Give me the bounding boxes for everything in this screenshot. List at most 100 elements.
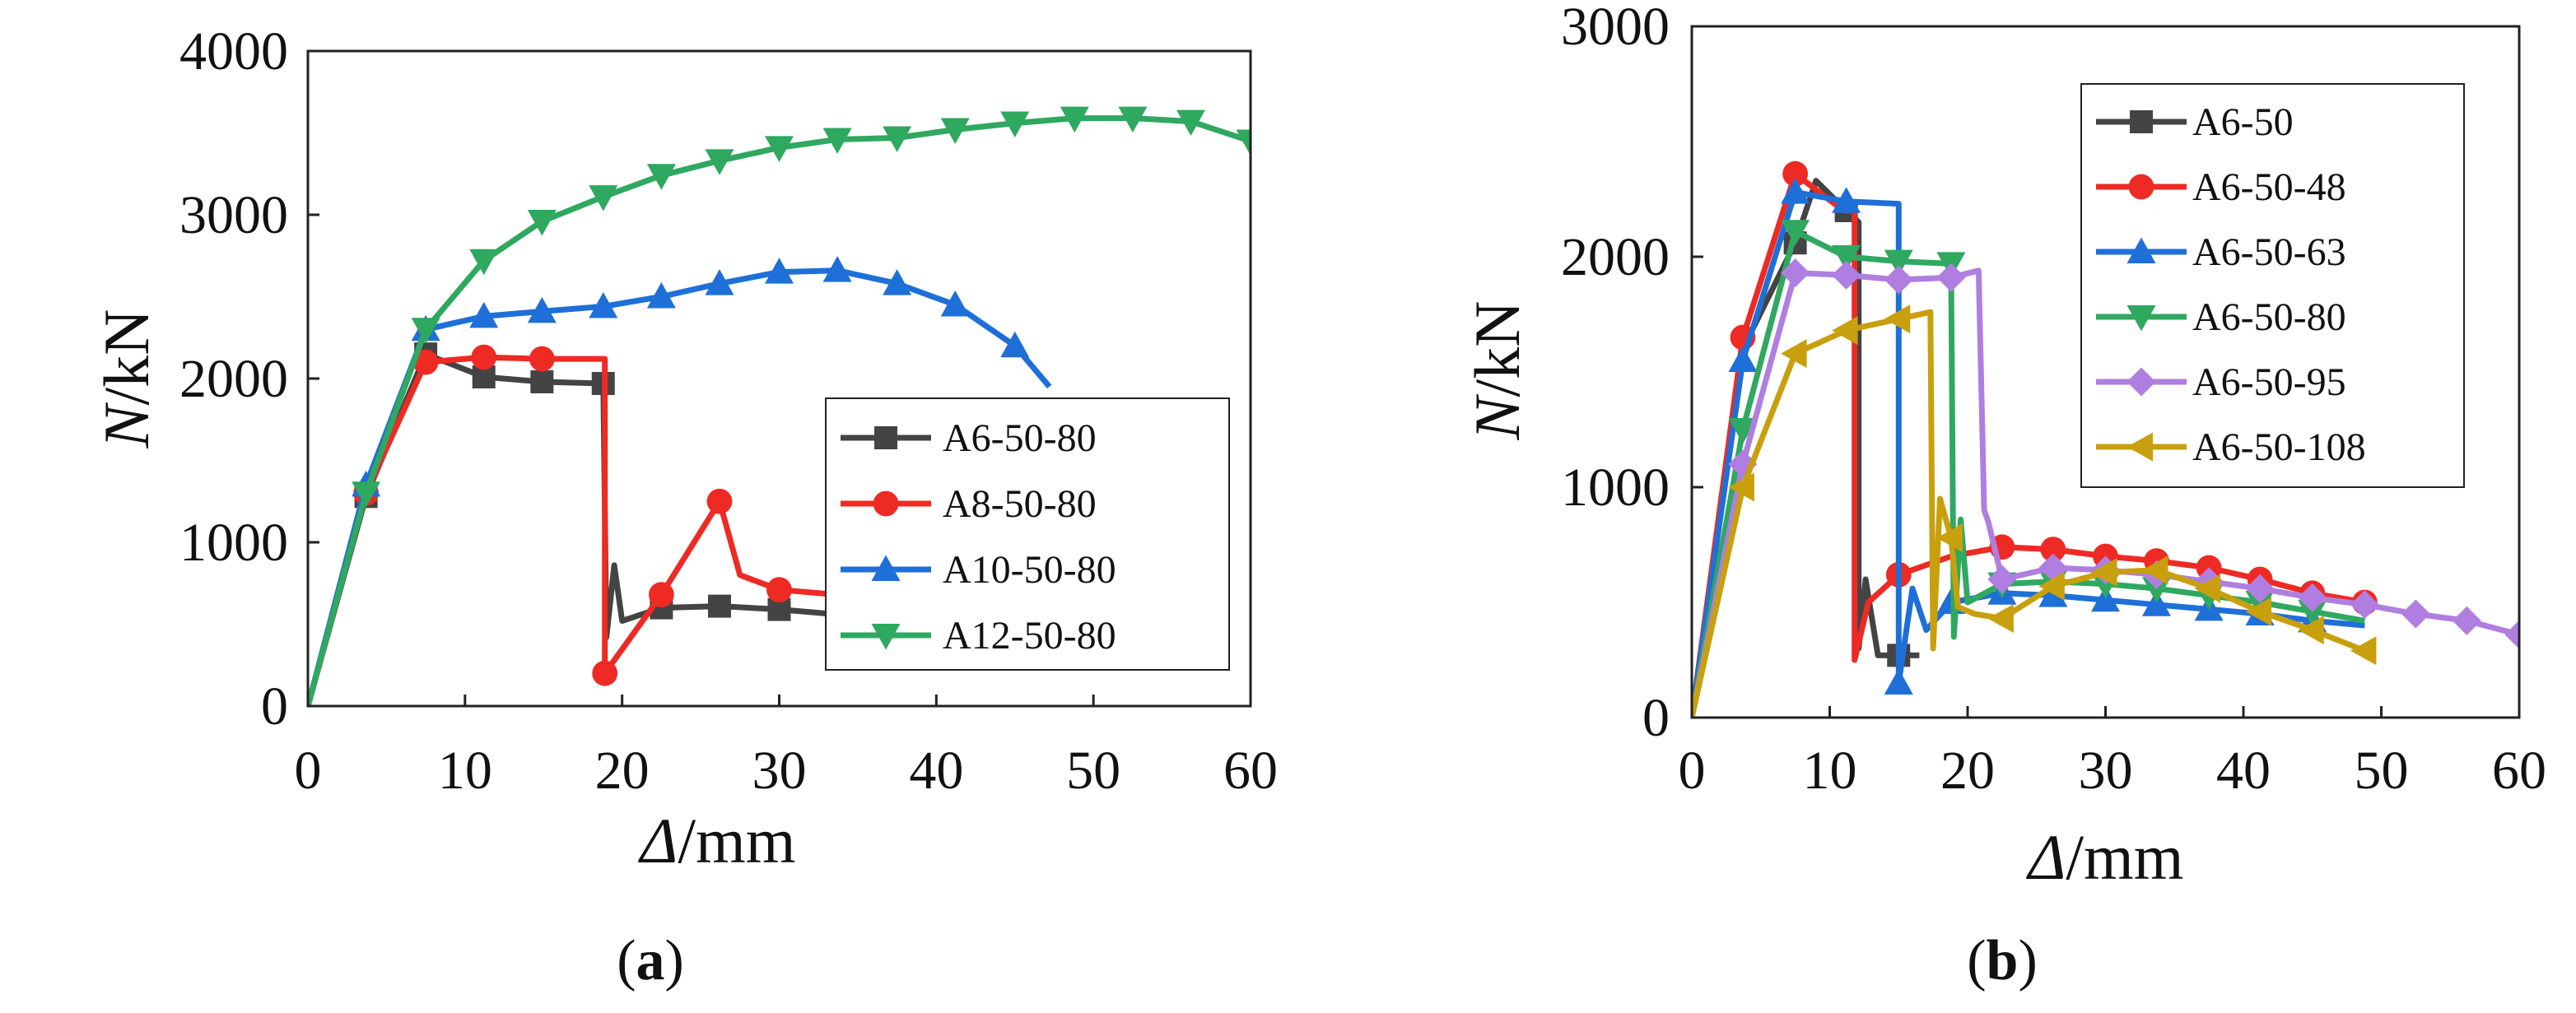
- chart-b-caption-open: (: [1967, 929, 1986, 992]
- data-point-a6-50-108: [2038, 571, 2065, 601]
- data-point-a12-50-80: [411, 318, 440, 344]
- data-point-a6-50-108: [1728, 472, 1754, 502]
- chart-b-y-tick-label: 2000: [1561, 227, 1670, 287]
- chart-b-caption-letter: b: [1987, 929, 2019, 992]
- chart-a-legend: A6-50-80 A8-50-80 A10-50-80 A12-50-80: [825, 397, 1230, 671]
- legend-label-a6-50-63: A6-50-63: [2192, 230, 2346, 274]
- chart-b-ticks: 0 10 20 30 40 50 60 0 1000 2000 3000: [1561, 0, 2546, 801]
- data-point-a6-50-48: [1782, 160, 1809, 187]
- data-point-a6-50-95: [2452, 606, 2481, 635]
- data-point-a12-50-80: [705, 149, 734, 175]
- chart-b-y-label-italic: N: [1461, 394, 1533, 441]
- data-point-a8-50-80: [766, 577, 792, 603]
- data-point-a6-50-95: [1936, 263, 1966, 292]
- data-point-a8-50-80: [592, 660, 618, 686]
- legend-marker-a6-50-48: [2128, 174, 2154, 200]
- chart-a-x-tick-label: 0: [295, 741, 322, 801]
- data-point-a6-50-95: [2504, 620, 2519, 649]
- data-point-a6-50-95: [1884, 265, 1913, 295]
- legend-label-a12-50-80: A12-50-80: [943, 614, 1116, 658]
- chart-a-x-axis-label: Δ/mm: [638, 805, 796, 876]
- chart-a-y-tick-label: 4000: [179, 21, 288, 81]
- chart-b-legend-items: A6-50 A6-50-48 A6-50-63 A6-50-80 A6-50-95 A6-…: [2096, 100, 2366, 469]
- chart-b-y-axis-label: N/kN: [1461, 300, 1533, 440]
- data-point-a6-50-63: [1781, 178, 1810, 204]
- legend-label-a6-50-108: A6-50-108: [2192, 425, 2366, 469]
- chart-a-x-tick-label: 40: [909, 741, 963, 801]
- data-point-a6-50-80: [1884, 249, 1913, 276]
- data-point-a8-50-80: [706, 488, 733, 514]
- legend-label-a10-50-80: A10-50-80: [943, 548, 1116, 592]
- chart-b-legend-box: [2080, 83, 2465, 488]
- data-point-a8-50-80: [471, 344, 497, 370]
- data-point-a10-50-80: [822, 256, 852, 282]
- data-point-a6-50-108: [1987, 604, 2014, 634]
- chart-b: 0 10 20 30 40 50 60 0 1000 2000 3000 N/kN Δ/mm A6-…: [1461, 0, 2546, 992]
- data-point-a10-50-80: [527, 296, 557, 323]
- chart-b-caption: (b): [1967, 929, 2038, 992]
- data-point-a6-50-80: [2298, 600, 2327, 626]
- chart-b-y-label-rest: /kN: [1461, 300, 1533, 397]
- legend-entry-a6-50-80: A6-50-80: [841, 416, 1097, 460]
- chart-a-x-tick-label: 60: [1223, 741, 1278, 801]
- series-a8-50-80: [308, 344, 850, 706]
- chart-b-x-tick-label: 10: [1803, 741, 1857, 801]
- data-point-a6-50-108: [2194, 574, 2221, 603]
- legend-marker-a8-50-80: [873, 490, 899, 517]
- data-point-a12-50-80: [883, 126, 912, 152]
- legend-marker-a6-50: [2130, 110, 2153, 133]
- legend-marker-a6-50-63: [2126, 237, 2156, 263]
- data-point-a6-50-108: [2091, 558, 2117, 588]
- chart-b-series-group: [1692, 160, 2519, 718]
- data-point-a6-50-80: [530, 369, 554, 393]
- data-point-a12-50-80: [1118, 106, 1148, 133]
- data-point-a6-50-80: [2141, 577, 2171, 603]
- chart-a-y-tick-label: 2000: [179, 349, 288, 409]
- series-line-a6-50-80: [308, 351, 838, 706]
- data-point-a10-50-80: [883, 269, 912, 295]
- data-point-a6-50-95: [1987, 565, 2017, 594]
- chart-a-x-label-rest: /mm: [678, 805, 795, 876]
- legend-entry-a6-50-63: A6-50-63: [2096, 230, 2346, 274]
- data-point-a10-50-80: [765, 258, 794, 284]
- legend-marker-a6-50-108: [2126, 432, 2153, 462]
- data-point-a10-50-80: [646, 282, 676, 309]
- data-point-a10-50-80: [705, 269, 734, 295]
- data-point-a6-50-80: [1832, 245, 1861, 272]
- data-point-a6-50-95: [1832, 260, 1861, 290]
- chart-a-series-group: [308, 106, 1251, 706]
- data-point-a8-50-80: [648, 582, 674, 608]
- chart-a-caption-letter: a: [636, 929, 665, 992]
- chart-a-x-tick-label: 20: [595, 741, 650, 801]
- data-point-a12-50-80: [822, 128, 852, 154]
- chart-a-caption-open: (: [617, 929, 636, 992]
- data-point-a12-50-80: [352, 481, 381, 508]
- series-line-a6-50: [1692, 178, 1920, 718]
- legend-label-a6-50-95: A6-50-95: [2192, 360, 2346, 404]
- chart-a-y-tick-label: 1000: [179, 513, 288, 573]
- chart-a-y-tick-label: 0: [261, 676, 288, 737]
- legend-marker-a12-50-80: [871, 624, 901, 650]
- data-point-a12-50-80: [527, 209, 557, 236]
- legend-entry-a8-50-80: A8-50-80: [841, 482, 1097, 526]
- chart-b-y-tick-label: 1000: [1561, 458, 1670, 518]
- data-point-a12-50-80: [589, 185, 618, 211]
- legend-marker-a6-50-95: [2126, 367, 2156, 397]
- data-point-a6-50-63: [1728, 346, 1758, 372]
- data-point-a6-50-108: [2298, 616, 2324, 645]
- chart-a-x-tick-label: 50: [1066, 741, 1120, 801]
- chart-a-marks: [308, 106, 1251, 706]
- chart-b-caption-close: ): [2018, 929, 2037, 992]
- chart-a-x-label-symbol: Δ: [638, 805, 678, 876]
- data-point-a6-50-95: [2401, 599, 2430, 629]
- legend-entry-a12-50-80: A12-50-80: [841, 614, 1116, 658]
- chart-a-y-tick-label: 3000: [179, 185, 288, 245]
- data-point-a6-50-95: [2350, 590, 2379, 620]
- legend-entry-a6-50: A6-50: [2096, 100, 2294, 144]
- chart-b-x-tick-label: 60: [2492, 741, 2546, 801]
- chart-a-y-label-rest: /kN: [91, 309, 162, 405]
- chart-b-x-label-symbol: Δ: [2026, 821, 2066, 893]
- chart-a-y-label-italic: N: [91, 402, 162, 449]
- data-point-a6-50-80: [1781, 220, 1810, 246]
- data-point-a10-50-80: [469, 301, 499, 328]
